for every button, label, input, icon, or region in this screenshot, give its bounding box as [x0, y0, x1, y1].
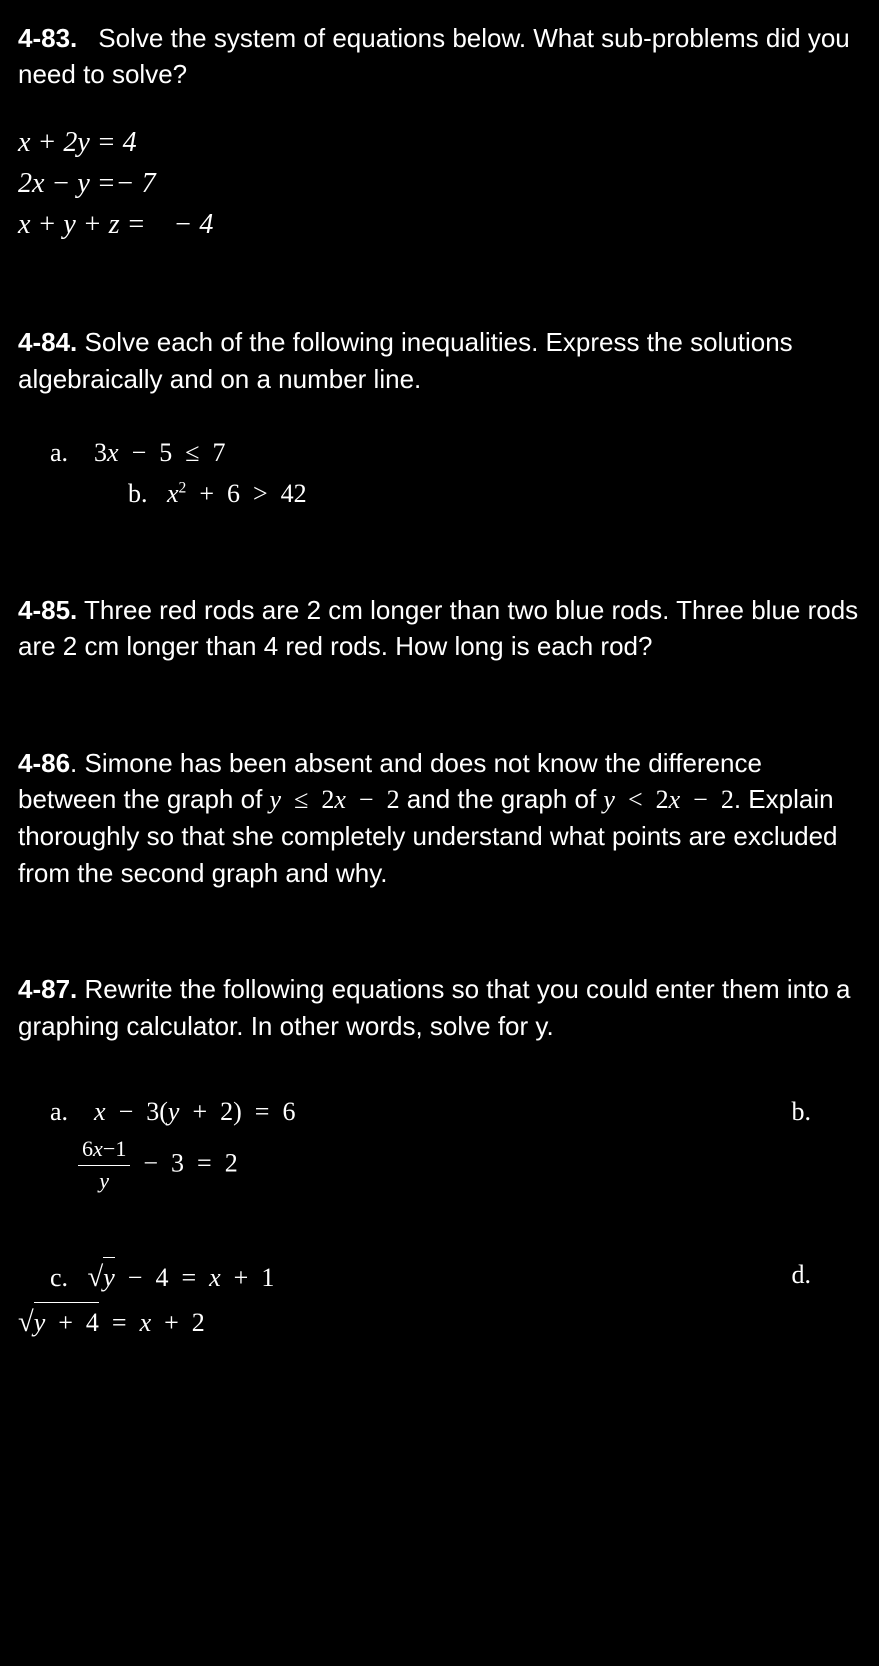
- equation-block: x + 2y = 4 2x − y =− 7 x + y + z = − 4: [18, 123, 861, 245]
- sub-items: a. 3x − 5 ≤ 7 b. x2 + 6 > 42: [50, 435, 861, 512]
- problem-text: Rewrite the following equations so that …: [18, 974, 851, 1040]
- equation-3: x + y + z = − 4: [18, 205, 861, 244]
- item-d-label: d.: [792, 1260, 812, 1289]
- item-a: a. 3x − 5 ≤ 7: [50, 435, 861, 471]
- problem-number: 4-83.: [18, 23, 77, 53]
- item-a-label: a.: [50, 438, 68, 467]
- fraction-numerator: 6x−1: [78, 1134, 130, 1166]
- sqrt-icon: √: [18, 1307, 34, 1338]
- problem-number: 4-87.: [18, 974, 77, 1004]
- equation-2: 2x − y =− 7: [18, 164, 861, 203]
- item-b-label-wrap: b.: [792, 1094, 812, 1130]
- problem-4-86: 4-86. Simone has been absent and does no…: [18, 745, 861, 892]
- problem-number: 4-86: [18, 748, 70, 778]
- problem-4-83: 4-83. Solve the system of equations belo…: [18, 20, 861, 244]
- fraction: 6x−1 y: [78, 1134, 130, 1197]
- item-row-cd: c. √y − 4 = x + 1 d.: [18, 1257, 861, 1298]
- problem-4-85: 4-85. Three red rods are 2 cm longer tha…: [18, 592, 861, 665]
- fraction-denominator: y: [78, 1166, 130, 1197]
- problem-header: 4-86. Simone has been absent and does no…: [18, 745, 861, 892]
- problem-number: 4-84.: [18, 327, 77, 357]
- item-c-label: c.: [50, 1263, 68, 1292]
- problem-header: 4-84. Solve each of the following inequa…: [18, 324, 861, 397]
- problem-text-2: and the graph of: [400, 784, 604, 814]
- problem-text: Three red rods are 2 cm longer than two …: [18, 595, 858, 661]
- item-a-label: a.: [50, 1097, 68, 1126]
- item-d-label-wrap: d.: [792, 1257, 812, 1293]
- item-b-label: b.: [792, 1097, 812, 1126]
- equation-1: x + 2y = 4: [18, 123, 861, 162]
- item-b-label: b.: [128, 479, 148, 508]
- problem-text: Solve each of the following inequalities…: [18, 327, 793, 393]
- sqrt-icon: √: [88, 1262, 104, 1293]
- problem-4-87: 4-87. Rewrite the following equations so…: [18, 971, 861, 1343]
- problem-text: Solve the system of equations below. Wha…: [18, 23, 850, 89]
- item-a: a. x − 3(y + 2) = 6: [50, 1094, 295, 1130]
- item-row-ab: a. x − 3(y + 2) = 6 b.: [18, 1094, 861, 1130]
- problem-header: 4-83. Solve the system of equations belo…: [18, 20, 861, 93]
- problem-number: 4-85.: [18, 595, 77, 625]
- item-b: b. x2 + 6 > 42: [128, 476, 861, 512]
- problem-4-84: 4-84. Solve each of the following inequa…: [18, 324, 861, 512]
- problem-header: 4-87. Rewrite the following equations so…: [18, 971, 861, 1044]
- problem-header: 4-85. Three red rods are 2 cm longer tha…: [18, 592, 861, 665]
- item-b: 6x−1 y − 3 = 2: [78, 1134, 861, 1197]
- item-d: √y + 4 = x + 2: [18, 1302, 861, 1343]
- item-c: c. √y − 4 = x + 1: [50, 1257, 274, 1298]
